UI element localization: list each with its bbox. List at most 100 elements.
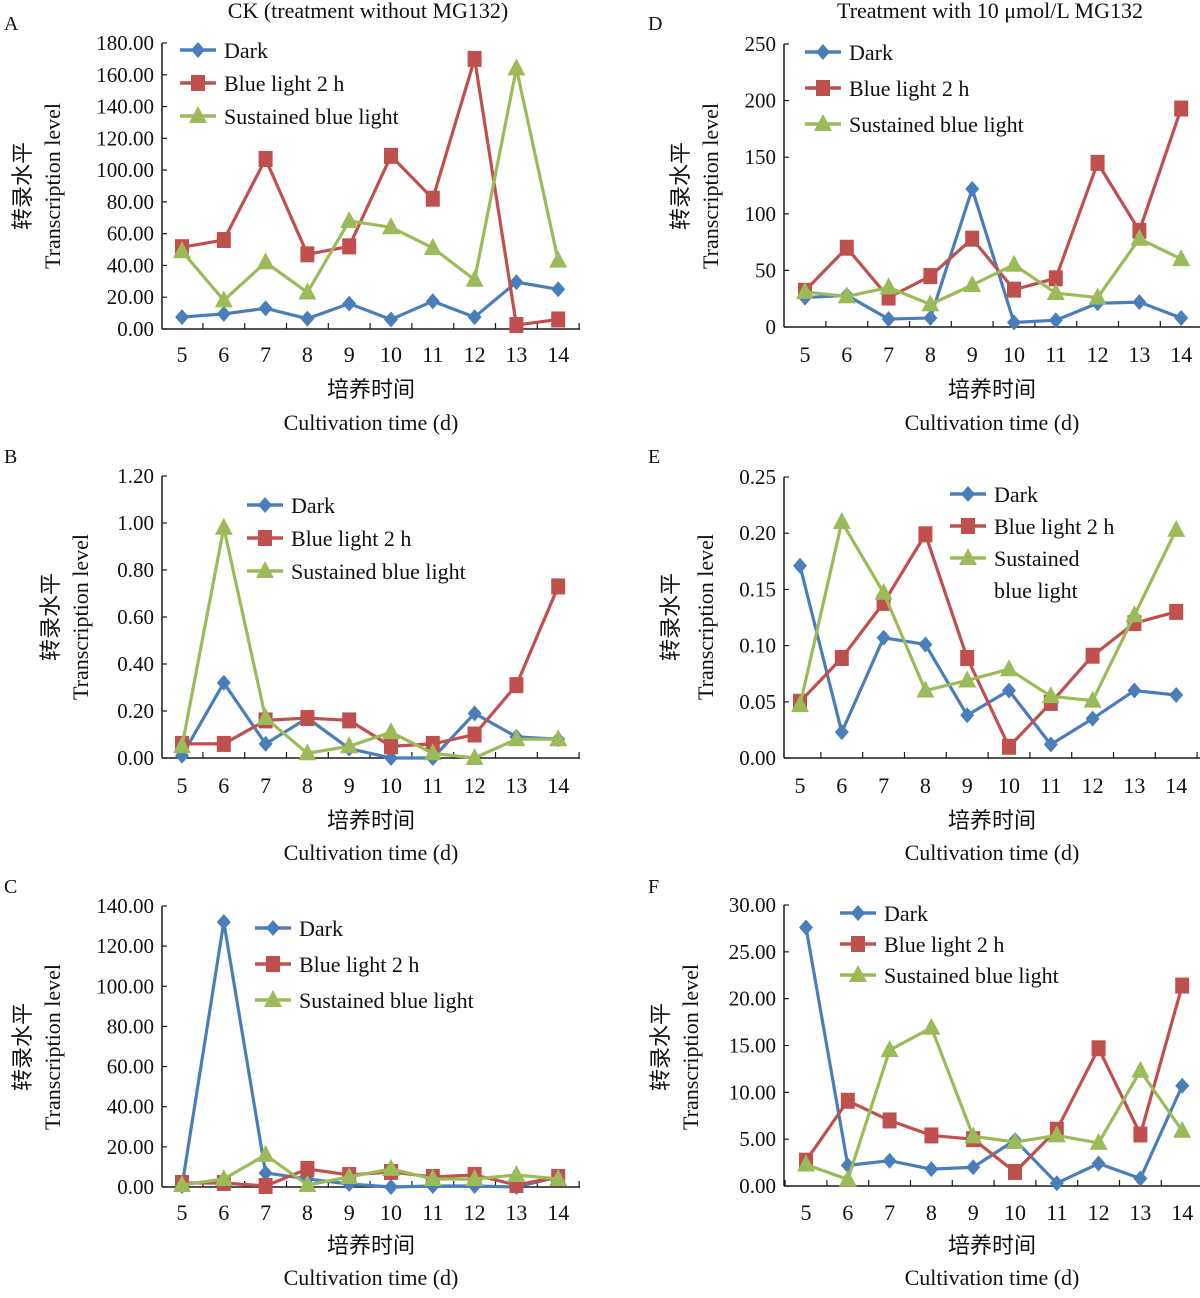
data-point	[467, 705, 482, 722]
data-point	[1174, 100, 1189, 117]
x-tick-label: 14	[1170, 342, 1192, 367]
data-point	[1091, 1155, 1106, 1172]
chart-title: CK (treatment without MG132)	[228, 0, 508, 23]
x-tick-label: 10	[380, 342, 402, 367]
y-tick-label: 0.25	[739, 465, 776, 489]
legend-item: Blue light 2 h	[180, 71, 344, 96]
series-line	[803, 108, 1183, 300]
data-point	[1090, 154, 1105, 171]
x-tick-label: 9	[344, 342, 355, 367]
data-point	[1130, 228, 1149, 246]
x-tick-label: 11	[1045, 342, 1066, 367]
data-point	[1132, 294, 1147, 311]
x-tick-label: 7	[260, 1200, 271, 1225]
x-axis-label-cn: 培养时间	[948, 377, 1036, 402]
x-tick-label: 13	[1128, 342, 1150, 367]
x-axis-label-cn: 培养时间	[327, 808, 415, 833]
data-point	[1046, 283, 1065, 301]
data-point	[467, 726, 482, 743]
legend-item: Sustained blue light	[180, 104, 399, 129]
legend-marker	[849, 965, 867, 982]
y-tick-label: 0.80	[117, 558, 154, 582]
y-tick-label: 0.10	[739, 634, 776, 658]
data-point	[382, 217, 400, 235]
data-point	[916, 680, 935, 698]
x-tick-label: 10	[998, 773, 1020, 798]
x-tick-label: 8	[926, 1200, 937, 1225]
data-point	[799, 919, 813, 936]
legend-item: Blue light 2 h	[950, 514, 1114, 539]
series-blue-light-2-h	[798, 100, 1189, 306]
x-tick-label: 11	[422, 342, 443, 367]
data-point	[1125, 605, 1144, 623]
data-point	[963, 275, 982, 293]
x-tick-label: 14	[547, 342, 569, 367]
data-point	[173, 736, 191, 754]
legend-item: Dark	[950, 482, 1038, 507]
data-point	[216, 735, 231, 752]
data-point	[1002, 682, 1016, 699]
legend-marker	[851, 936, 865, 952]
legend-label: Dark	[291, 493, 335, 518]
x-tick-label: 12	[464, 342, 486, 367]
x-tick-label: 8	[302, 1200, 313, 1225]
data-point	[342, 712, 357, 729]
x-axis-label-cn: 培养时间	[327, 1233, 415, 1258]
y-axis-label-cn: 转录水平	[658, 573, 683, 661]
series-dark	[793, 557, 1184, 753]
x-tick-label: 7	[260, 342, 271, 367]
data-point	[549, 729, 568, 747]
y-tick-label: 0.20	[117, 699, 154, 723]
x-axis-label-en: Cultivation time (d)	[905, 1265, 1080, 1290]
data-point	[258, 1164, 273, 1181]
series-line	[181, 280, 559, 322]
legend-item: Blue light 2 h	[247, 526, 411, 551]
data-point	[298, 743, 317, 761]
legend-marker	[266, 956, 280, 972]
series-blue-light-2-h	[793, 526, 1184, 755]
series-line	[180, 66, 560, 302]
data-point	[918, 526, 933, 543]
y-tick-label: 0.40	[117, 652, 154, 676]
legend: Dark Blue light 2 h Sustained blue light	[255, 916, 474, 1013]
y-tick-label: 10.00	[729, 1080, 776, 1104]
x-tick-label: 9	[344, 1200, 355, 1225]
x-axis-label-en: Cultivation time (d)	[905, 410, 1080, 435]
legend-label: Dark	[994, 482, 1038, 507]
data-point	[340, 1166, 359, 1184]
data-point	[423, 743, 442, 761]
data-point	[923, 268, 938, 285]
data-point	[300, 1160, 315, 1177]
legend-item: Sustained blue light	[255, 988, 474, 1013]
y-tick-label: 20.00	[729, 987, 776, 1011]
y-tick-label: 1.00	[117, 511, 154, 535]
data-point	[258, 150, 273, 167]
panel-letter: F	[648, 876, 659, 898]
data-point	[1173, 1120, 1192, 1138]
y-tick-label: 120.00	[96, 126, 154, 150]
data-point	[256, 1144, 275, 1162]
data-point	[921, 294, 940, 312]
x-tick-label: 6	[218, 1200, 229, 1225]
x-tick-label: 5	[177, 1200, 188, 1225]
y-tick-label: 0.15	[739, 577, 776, 601]
legend-marker	[264, 990, 282, 1007]
data-point	[384, 738, 398, 755]
x-tick-label: 11	[422, 1200, 443, 1225]
data-point	[342, 238, 357, 255]
data-point	[1088, 287, 1107, 305]
series-line	[804, 985, 1184, 1174]
y-tick-label: 100.00	[96, 974, 154, 998]
x-tick-label: 10	[1003, 342, 1025, 367]
legend-item: Dark	[255, 916, 343, 941]
series-sustained-blue-light	[797, 1017, 1192, 1187]
data-point	[1049, 1175, 1064, 1192]
y-tick-label: 250	[745, 32, 777, 56]
data-point	[882, 1112, 897, 1129]
series-line	[180, 526, 559, 760]
data-point	[834, 649, 849, 666]
data-point	[880, 1040, 899, 1058]
y-tick-label: 5.00	[739, 1127, 776, 1151]
legend-item: Blue light 2 h	[840, 932, 1004, 957]
